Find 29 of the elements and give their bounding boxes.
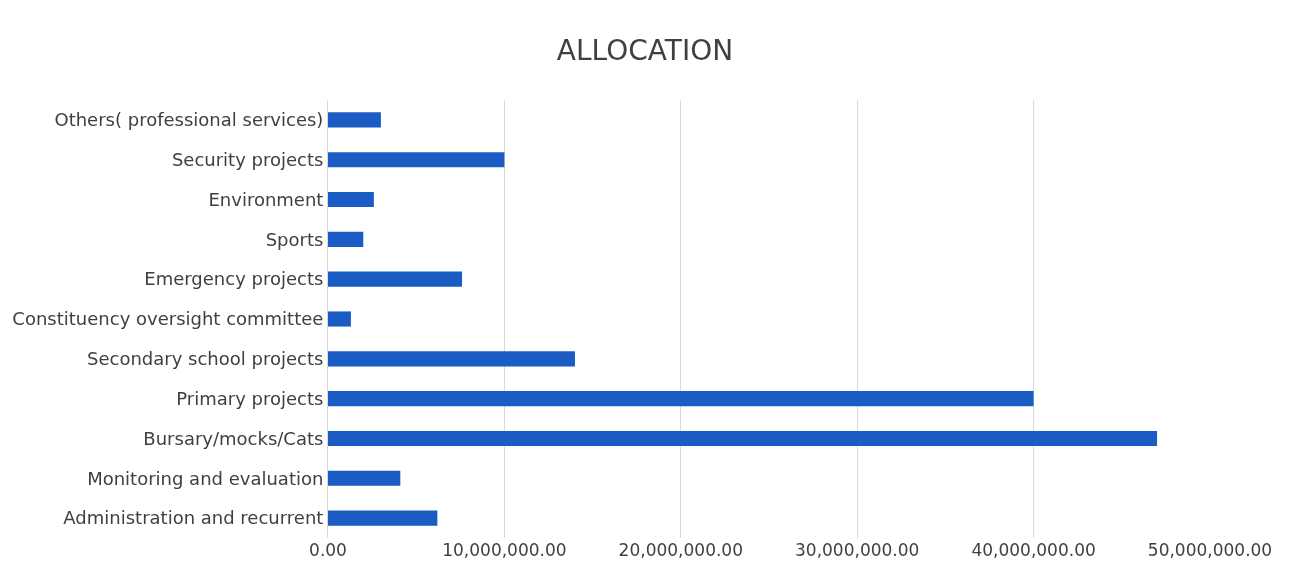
y-tick-label: Administration and recurrent xyxy=(63,507,324,529)
bar xyxy=(328,391,1034,407)
y-tick-label: Bursary/mocks/Cats xyxy=(143,427,324,449)
bar xyxy=(328,470,401,486)
bar xyxy=(328,112,381,128)
bar xyxy=(328,191,374,208)
bar xyxy=(328,231,364,247)
y-tick-label: Others( professional services) xyxy=(54,109,324,131)
x-tick-label: 30,000,000.00 xyxy=(795,540,920,560)
bar xyxy=(328,152,505,168)
y-tick-label: Environment xyxy=(208,188,324,210)
bar xyxy=(328,510,438,526)
y-tick-label: Sports xyxy=(265,228,324,250)
y-tick-label: Emergency projects xyxy=(144,268,324,290)
y-tick-label: Security projects xyxy=(171,149,324,171)
x-tick-label: 10,000,000.00 xyxy=(442,540,567,560)
x-tick-label: 20,000,000.00 xyxy=(618,540,743,560)
bar xyxy=(328,430,1158,447)
x-tick-label: 0.00 xyxy=(309,540,347,560)
chart-title: ALLOCATION xyxy=(556,34,734,68)
x-tick-label: 40,000,000.00 xyxy=(971,540,1096,560)
bar xyxy=(328,311,351,327)
y-tick-label: Primary projects xyxy=(176,387,324,409)
y-tick-label: Secondary school projects xyxy=(87,348,324,370)
bar xyxy=(328,271,463,287)
x-tick-label: 50,000,000.00 xyxy=(1147,540,1273,560)
y-tick-label: Monitoring and evaluation xyxy=(87,467,324,489)
bar xyxy=(328,351,575,367)
y-tick-label: Constituency oversight committee xyxy=(12,308,324,330)
